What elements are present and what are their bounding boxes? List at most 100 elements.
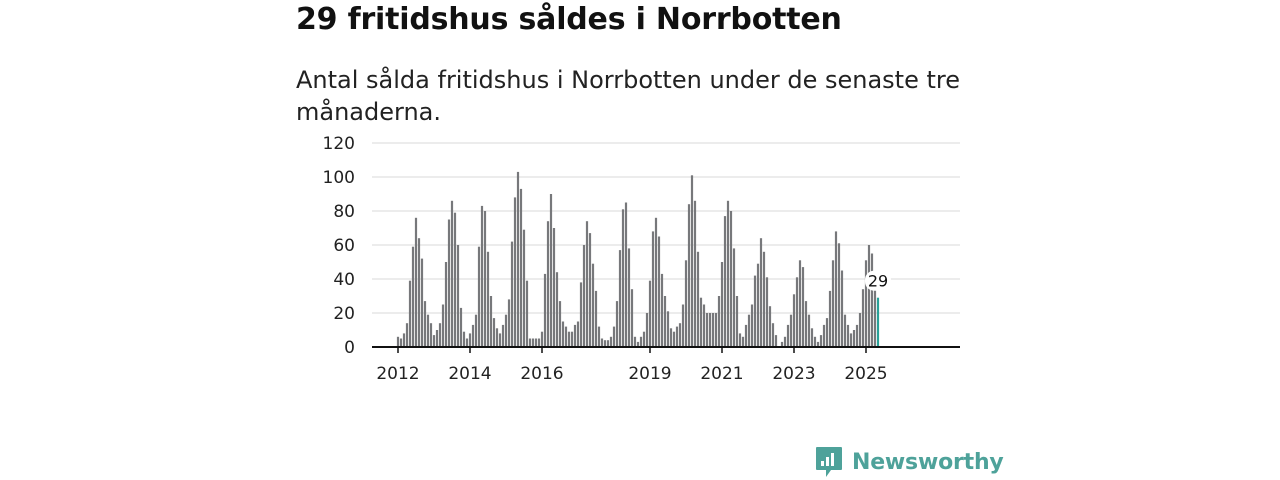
bar: [822, 324, 826, 347]
bar: [756, 263, 760, 347]
bar: [453, 212, 457, 347]
bar: [792, 294, 796, 347]
bar: [540, 331, 544, 347]
x-tick-label: 2023: [772, 364, 815, 384]
bar: [657, 236, 661, 347]
bar: [729, 211, 733, 347]
bar: [825, 318, 829, 347]
bar: [786, 324, 790, 347]
bar: [714, 313, 718, 347]
y-tick-label: 120: [323, 134, 355, 154]
bar: [570, 331, 574, 347]
bar: [711, 313, 715, 347]
bar: [699, 297, 703, 347]
bar: [705, 313, 709, 347]
bar: [435, 330, 439, 347]
bar: [597, 326, 601, 347]
bar: [696, 251, 700, 347]
bar: [576, 321, 580, 347]
bar: [837, 243, 841, 347]
bar: [402, 333, 406, 347]
x-tick-label: 2014: [448, 364, 491, 384]
bar: [501, 324, 505, 347]
bar: [651, 231, 655, 347]
bar: [645, 313, 649, 347]
bar: [849, 333, 853, 347]
bar: [669, 328, 673, 347]
bar: [489, 296, 493, 347]
bar: [468, 333, 472, 347]
newsworthy-icon: [816, 447, 842, 477]
bar: [861, 289, 865, 347]
bar: [642, 331, 646, 347]
bar: [627, 248, 631, 347]
bar: [459, 307, 463, 347]
bar: [615, 301, 619, 347]
bar: [411, 246, 415, 347]
bar: [807, 314, 811, 347]
bar: [552, 228, 556, 347]
bar: [636, 341, 640, 347]
bar: [516, 171, 520, 347]
bar: [675, 326, 679, 347]
bar: [840, 270, 844, 347]
bar: [747, 314, 751, 347]
bar: [573, 324, 577, 347]
bar: [762, 251, 766, 347]
bar: [633, 336, 637, 347]
x-tick-label: 2021: [700, 364, 743, 384]
bar: [789, 314, 793, 347]
bar: [618, 250, 622, 347]
bar: [441, 304, 445, 347]
bars: [396, 171, 880, 347]
bar: [843, 314, 847, 347]
bar: [708, 313, 712, 347]
bar: [585, 221, 589, 347]
y-tick-label: 20: [333, 304, 355, 324]
bar: [768, 306, 772, 347]
bar: [480, 205, 484, 347]
bar: [654, 217, 658, 347]
bar: [660, 273, 664, 347]
bar: [816, 341, 820, 347]
bar: [549, 194, 553, 347]
bar: [396, 336, 400, 347]
bar: [564, 326, 568, 347]
bar-highlight: [876, 297, 880, 347]
bar: [666, 311, 670, 347]
bar: [474, 314, 478, 347]
bar: [408, 280, 412, 347]
x-tick-label: 2012: [376, 364, 419, 384]
bar: [687, 204, 691, 347]
bar: [726, 200, 730, 347]
bar: [813, 336, 817, 347]
bar: [525, 280, 529, 347]
bar: [447, 219, 451, 347]
bar: [810, 328, 814, 347]
bar: [765, 277, 769, 347]
bar: [759, 238, 763, 347]
bar: [543, 273, 547, 347]
bar: [648, 280, 652, 347]
bar: [456, 245, 460, 347]
newsworthy-logo: Newsworthy: [814, 445, 1004, 479]
chart-subtitle: Antal sålda fritidshus i Norrbotten unde…: [296, 66, 960, 126]
bar: [420, 258, 424, 347]
bar: [732, 248, 736, 347]
bar: [561, 321, 565, 347]
bar: [819, 335, 823, 347]
bar: [507, 299, 511, 347]
bar: [426, 314, 430, 347]
bar: [852, 330, 856, 347]
bar: [429, 323, 433, 347]
bar: [723, 216, 727, 347]
bar: [537, 338, 541, 347]
bar: [783, 336, 787, 347]
bar: [546, 221, 550, 347]
bar: [606, 340, 610, 347]
bar: [771, 323, 775, 347]
x-tick-label: 2025: [844, 364, 887, 384]
bar: [798, 260, 802, 347]
bar: [690, 175, 694, 347]
